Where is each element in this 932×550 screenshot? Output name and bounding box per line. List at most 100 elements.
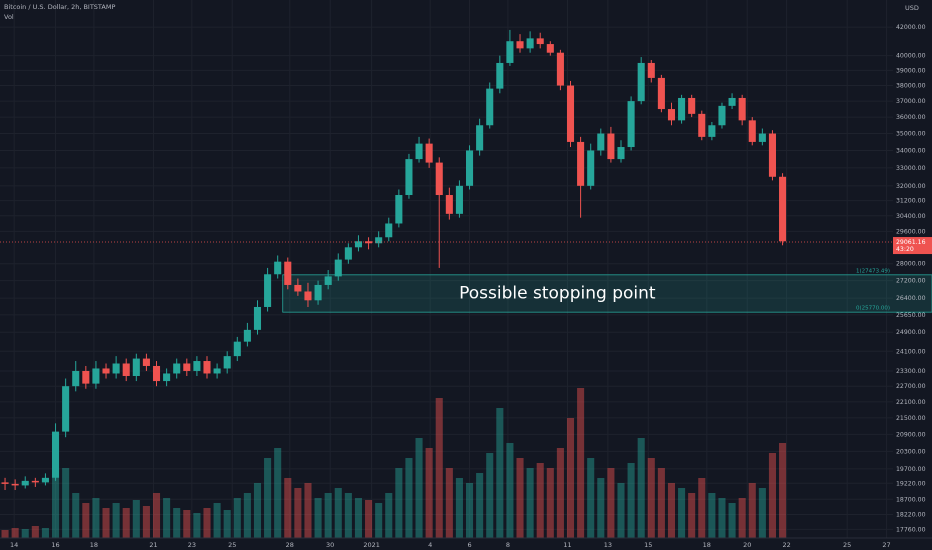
y-tick-label: 33000.00 — [896, 165, 926, 172]
zone-top-label: 1(27473.49) — [856, 268, 890, 274]
x-tick-label: 27 — [882, 541, 890, 549]
candle-body — [193, 361, 201, 371]
volume-bar — [556, 448, 564, 538]
volume-bar — [375, 503, 383, 538]
candle-body — [577, 141, 585, 186]
y-tick-label: 21500.00 — [896, 415, 926, 422]
candle-body — [617, 147, 625, 160]
volume-bar — [587, 458, 595, 538]
volume-bar — [253, 483, 262, 538]
candle-body — [334, 259, 342, 277]
candle-body — [62, 386, 70, 432]
volume-bar — [354, 498, 362, 538]
y-tick-label: 26400.00 — [896, 295, 926, 302]
candle-body — [607, 133, 615, 160]
candle-body — [203, 361, 211, 374]
candle-body — [41, 477, 49, 483]
last-price-label: 29061.16 — [896, 239, 926, 246]
volume-bar — [132, 500, 140, 538]
candle-body — [435, 162, 443, 196]
volume-bar — [72, 493, 80, 538]
candle-body — [142, 358, 150, 366]
volume-bar — [466, 483, 474, 538]
candle-body — [233, 341, 241, 357]
x-tick-label: 30 — [326, 541, 334, 549]
volume-bar — [546, 468, 554, 538]
candle-body — [264, 274, 272, 307]
y-tick-label: 24100.00 — [896, 348, 926, 355]
volume-bar — [11, 528, 19, 538]
x-tick-label: 6 — [467, 541, 471, 549]
candle-body — [304, 291, 312, 301]
candle-body — [526, 38, 534, 49]
volume-bar — [425, 448, 433, 538]
candle-body — [395, 195, 403, 224]
x-tick-label: 22 — [782, 541, 790, 549]
y-tick-label: 28000.00 — [896, 261, 926, 268]
volume-bar — [82, 503, 90, 538]
volume-bar — [597, 478, 605, 538]
candle-body — [718, 105, 726, 126]
y-tick-label: 25650.00 — [896, 312, 926, 319]
volume-bar — [577, 388, 585, 538]
candle-body — [647, 62, 655, 78]
candle-body — [455, 185, 463, 214]
candle-body — [253, 306, 262, 330]
candle-body — [324, 276, 332, 285]
candle-body — [657, 77, 665, 110]
candle-body — [748, 120, 756, 142]
candle-body — [415, 143, 423, 160]
volume-bar — [294, 488, 302, 538]
candle-body — [102, 368, 110, 374]
volume-bar — [516, 458, 524, 538]
candle-body — [294, 284, 302, 292]
y-tick-label: 42000.00 — [896, 24, 926, 31]
candle-body — [425, 143, 433, 163]
y-tick-label: 30400.00 — [896, 213, 926, 220]
candle-body — [516, 41, 524, 49]
last-price-box — [893, 237, 932, 255]
y-tick-label: 22100.00 — [896, 399, 926, 406]
candle-body — [82, 370, 90, 384]
candle-body — [72, 370, 80, 387]
candle-body — [597, 133, 605, 151]
x-tick-label: 18 — [703, 541, 711, 549]
y-tick-label: 23300.00 — [896, 368, 926, 375]
volume-bar — [62, 468, 70, 538]
x-tick-label: 18 — [90, 541, 98, 549]
volume-bar — [698, 478, 706, 538]
volume-bar — [365, 500, 373, 538]
y-tick-label: 29600.00 — [896, 228, 926, 235]
volume-bar — [647, 458, 655, 538]
volume-bar — [142, 506, 150, 538]
candle-body — [536, 38, 544, 45]
volume-bar — [112, 503, 120, 538]
candle-body — [678, 97, 686, 121]
volume-bar — [1, 530, 9, 538]
volume-bar — [324, 493, 332, 538]
volume-bar — [243, 493, 251, 538]
volume-bar — [758, 488, 766, 538]
volume-bar — [678, 488, 686, 538]
volume-bar — [395, 468, 403, 538]
volume-bar — [768, 453, 776, 538]
volume-bar — [183, 510, 191, 538]
y-tick-label: 20900.00 — [896, 431, 926, 438]
volume-bar — [264, 458, 272, 538]
volume-bar — [173, 508, 181, 538]
x-tick-label: 25 — [228, 541, 236, 549]
volume-bar — [415, 438, 423, 538]
x-tick-label: 8 — [506, 541, 510, 549]
y-tick-label: 19220.00 — [896, 480, 926, 487]
y-tick-label: 40000.00 — [896, 53, 926, 60]
x-tick-label: 11 — [563, 541, 571, 549]
candle-body — [52, 431, 60, 478]
volume-bar — [304, 483, 312, 538]
x-tick-label: 2021 — [363, 541, 380, 549]
candle-body — [688, 97, 696, 114]
candle-body — [132, 358, 140, 376]
y-tick-label: 22700.00 — [896, 383, 926, 390]
volume-bar — [728, 503, 736, 538]
candle-body — [152, 365, 161, 382]
volume-bar — [52, 478, 60, 538]
